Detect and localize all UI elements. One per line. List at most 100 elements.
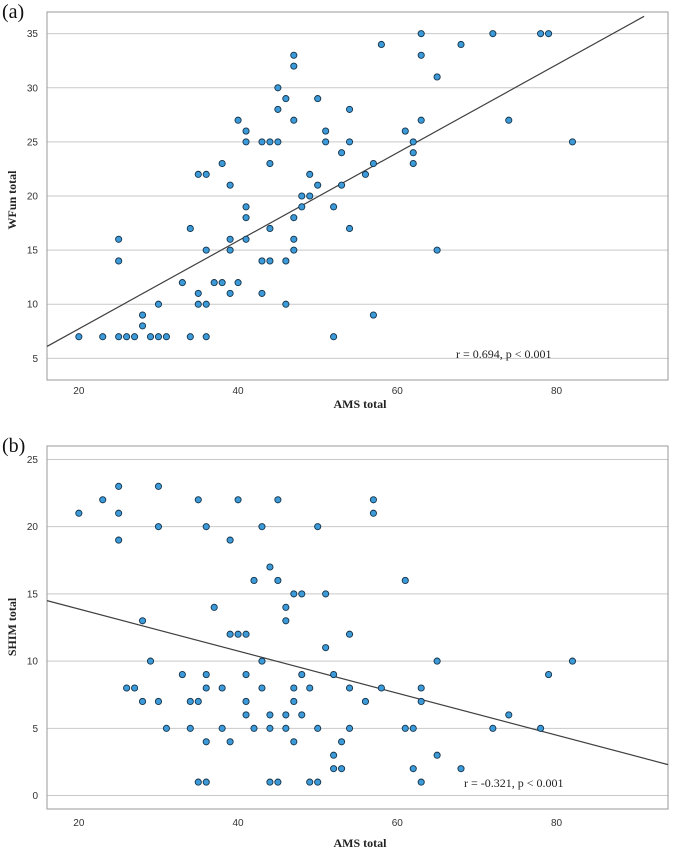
panel-b-data-point — [274, 778, 282, 786]
panel-b-data-point — [282, 603, 290, 611]
panel-b-data-point — [545, 671, 553, 679]
panel-b-data-point — [115, 482, 123, 490]
panel-a-data-point — [489, 30, 497, 38]
panel-a-data-point — [226, 181, 234, 189]
panel-a-data-point — [290, 51, 298, 59]
panel-b-data-point — [154, 523, 163, 531]
panel-a-y-tick-label: 5 — [32, 354, 38, 365]
panel-a-data-point — [186, 224, 194, 233]
panel-a-data-point — [282, 95, 290, 103]
panel-b-y-tick-label: 25 — [27, 455, 39, 466]
panel-b-y-tick-label: 15 — [27, 589, 39, 600]
panel-a-data-point — [186, 333, 194, 341]
panel-a-data-point — [409, 138, 417, 146]
panel-b-y-ticks: 0 5 10 15 20 25 — [27, 455, 39, 802]
panel-b-data-point — [290, 738, 298, 746]
panel-a-data-point — [162, 333, 170, 341]
panel-b-data-point — [369, 509, 377, 517]
panel-b-data-point — [298, 671, 306, 679]
panel-a-y-axis-label: WFun total — [5, 170, 19, 230]
panel-a-data-point — [314, 181, 322, 189]
panel-b-data-point — [226, 536, 234, 544]
panel-a-data-point — [258, 257, 266, 265]
panel-a-data-point — [401, 127, 409, 135]
panel-a-x-tick-label: 40 — [233, 386, 245, 397]
panel-b-data-point — [194, 697, 202, 705]
panel-a-data-point — [409, 159, 417, 168]
panel-b-data-point — [154, 697, 163, 705]
panel-a-data-point — [234, 279, 242, 287]
panel-a-data-point — [242, 138, 250, 146]
panel-b-data-point — [242, 630, 250, 638]
panel-b-data-point — [330, 751, 338, 759]
panel-a-data-point — [266, 224, 274, 233]
panel-a-plot-frame — [46, 11, 669, 381]
panel-a-data-point — [202, 246, 210, 254]
panel-b-data-point — [146, 657, 155, 665]
panel-a-data-point — [138, 311, 147, 319]
panel-a-data-point — [417, 30, 425, 38]
panel-a-x-tick-label: 80 — [551, 386, 563, 397]
panel-a-data-point — [345, 105, 354, 113]
panel-b-data-point — [266, 711, 274, 719]
panel-b-data-point — [345, 630, 354, 638]
panel-a-data-point — [417, 51, 425, 59]
panel-a-data-point — [226, 289, 234, 297]
panel-a-data-point — [282, 257, 290, 265]
panel-b-plot-frame — [46, 445, 669, 810]
panel-a-y-tick-label: 10 — [27, 300, 39, 311]
panel-a-data-point — [369, 159, 377, 168]
panel-b-data-point — [298, 711, 306, 719]
panel-b-data-point — [298, 590, 306, 598]
panel-a-data-point — [202, 333, 210, 341]
panel-b-data-point — [99, 496, 107, 504]
panel-b-data-point — [162, 724, 170, 732]
panel-a-data-point — [338, 149, 346, 157]
panel-b-data-point — [568, 657, 577, 665]
panel-b-data-point — [186, 697, 194, 705]
panel-a-data-point — [115, 257, 123, 265]
panel-a-data-point — [258, 289, 266, 297]
panel-a-data-point — [361, 170, 370, 178]
panel-a-data-point — [194, 300, 202, 308]
panel-b-data-point — [314, 523, 322, 531]
panel-a-points — [75, 30, 577, 341]
panel-a-gridlines — [47, 33, 668, 359]
panel-a-y-tick-label: 15 — [27, 246, 39, 257]
panel-a-data-point — [274, 105, 282, 113]
panel-b-data-point — [433, 657, 441, 665]
panel-a-data-point — [242, 203, 250, 211]
panel-a-data-point — [242, 127, 250, 135]
panel-b-x-tick-label: 20 — [73, 818, 85, 829]
panel-a: (a) 5 10 15 20 25 30 35 20 40 60 80 r = 0.694, p … — [2, 1, 669, 411]
panel-a-data-point — [266, 257, 274, 265]
panel-a-data-point — [568, 138, 577, 146]
panel-b-x-tick-label: 40 — [233, 818, 245, 829]
panel-b-data-point — [258, 684, 266, 692]
panel-b-y-tick-label: 0 — [32, 791, 38, 802]
panel-b-data-point — [154, 482, 163, 490]
panel-a-y-tick-label: 35 — [27, 29, 39, 40]
panel-b-data-point — [306, 684, 314, 692]
panel-a-data-point — [322, 138, 330, 146]
panel-a-x-ticks: 20 40 60 80 — [73, 386, 562, 397]
panel-a-data-point — [210, 279, 218, 287]
panel-b-data-point — [202, 684, 210, 692]
panel-a-data-point — [115, 235, 123, 243]
panel-a-data-point — [345, 138, 354, 146]
panel-b-data-point — [401, 576, 409, 584]
panel-a-data-point — [433, 73, 441, 81]
panel-b-data-point — [242, 697, 250, 705]
panel-b-data-point — [282, 617, 290, 625]
panel-a-data-point — [115, 333, 123, 341]
panel-a-data-point — [505, 116, 513, 124]
panel-a-data-point — [298, 203, 306, 211]
panel-a-data-point — [178, 279, 186, 287]
panel-b-data-point — [186, 724, 194, 732]
panel-a-data-point — [377, 40, 385, 49]
panel-b-data-point — [433, 751, 441, 759]
panel-b-data-point — [338, 738, 346, 746]
panel-b-data-point — [361, 697, 370, 705]
panel-b-data-point — [115, 536, 123, 544]
